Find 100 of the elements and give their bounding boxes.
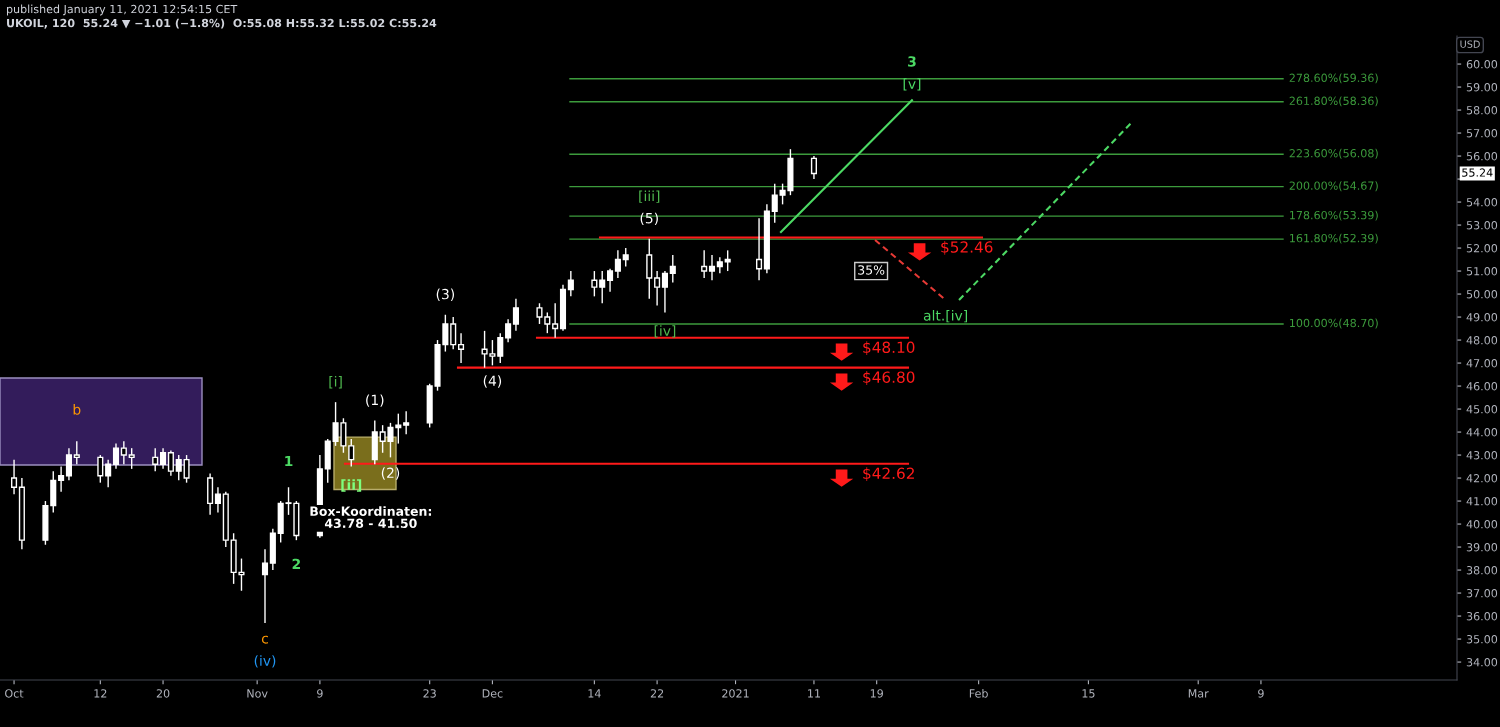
x-tick-label: 19 — [870, 689, 883, 698]
annotation: 3 — [908, 56, 916, 67]
candlestick — [771, 182, 778, 224]
annotation: [v] — [903, 78, 921, 91]
candlestick — [175, 454, 182, 482]
candlestick — [591, 270, 598, 298]
y-axis-title: USD — [1460, 40, 1480, 48]
x-tick-label: Dec — [482, 689, 503, 698]
y-tick-label: 35.00 — [1466, 635, 1498, 644]
y-tick-label: 36.00 — [1466, 612, 1498, 621]
candlestick — [756, 217, 763, 281]
annotation: alt.[iv] — [923, 309, 968, 323]
y-tick-label: 57.00 — [1466, 129, 1498, 138]
candlestick — [661, 270, 668, 314]
y-tick-label: 45.00 — [1466, 405, 1498, 414]
x-tick-label: 2021 — [722, 689, 749, 698]
ref-line-label: $46.80 — [863, 371, 915, 385]
candlestick — [622, 247, 629, 268]
candlestick — [65, 447, 72, 482]
candlestick — [567, 270, 574, 298]
ref-line-label: $42.62 — [863, 467, 914, 482]
candlestick — [128, 447, 135, 470]
candlestick — [261, 548, 269, 624]
y-tick-label: 52.00 — [1466, 244, 1498, 253]
candlestick — [403, 410, 410, 436]
y-tick-label: 41.00 — [1466, 497, 1498, 506]
candlestick — [97, 454, 104, 484]
x-tick-label: 22 — [650, 689, 664, 698]
y-tick-label: 59.00 — [1466, 83, 1498, 92]
candlestick — [505, 318, 512, 344]
ref-line-label: 100.00%(48.70) — [1290, 318, 1378, 329]
candlestick — [183, 454, 190, 484]
y-tick-label: 40.00 — [1466, 520, 1498, 529]
candlestick — [708, 254, 716, 281]
candlestick — [599, 270, 606, 304]
annotation: [i] — [329, 375, 342, 389]
annotation: 35% — [858, 265, 885, 275]
y-tick-label: 51.00 — [1466, 267, 1498, 276]
candlestick — [120, 440, 127, 465]
x-tick-label: 23 — [423, 689, 436, 698]
candlestick — [669, 254, 676, 284]
y-tick-label: 38.00 — [1466, 566, 1498, 575]
candlestick — [11, 458, 18, 495]
candlestick — [701, 249, 708, 279]
candlestick — [160, 447, 167, 470]
annotation: (5) — [640, 212, 658, 226]
ref-line-label: 278.60%(59.36) — [1289, 73, 1378, 84]
ref-line-label: $48.10 — [863, 341, 915, 356]
y-tick-label: 49.00 — [1466, 313, 1498, 322]
candlestick — [607, 268, 614, 293]
candlestick — [614, 249, 621, 279]
annotation: b — [73, 403, 81, 415]
candlestick — [167, 449, 174, 477]
annotation: (1) — [366, 394, 384, 407]
x-tick-label: Nov — [247, 689, 268, 698]
annotation: (4) — [483, 375, 502, 388]
annotation: (2) — [381, 467, 400, 480]
y-tick-label: 42.00 — [1466, 474, 1498, 483]
x-tick-label: 11 — [808, 689, 820, 698]
chart-subtitle: published January 11, 2021 12:54:15 CET — [7, 4, 238, 16]
y-tick-label: 37.00 — [1466, 589, 1498, 598]
candlestick — [458, 332, 465, 364]
candlestick — [112, 442, 120, 470]
candlestick — [58, 465, 65, 493]
x-tick-label: 15 — [1082, 689, 1095, 698]
y-tick-label: 56.00 — [1466, 152, 1498, 161]
y-tick-label: 48.00 — [1466, 336, 1498, 345]
y-tick-label: 43.00 — [1466, 451, 1498, 460]
candlestick — [646, 238, 653, 300]
candlestick — [512, 297, 519, 332]
x-tick-label: Feb — [969, 689, 988, 698]
candlestick — [810, 155, 817, 180]
annotation: (3) — [436, 288, 455, 301]
ref-line-label: 200.00%(54.67) — [1289, 181, 1378, 192]
candlestick — [73, 440, 80, 465]
annotation: 2 — [292, 558, 300, 569]
x-tick-label: Mar — [1188, 689, 1209, 698]
ref-line-label: $52.46 — [941, 240, 993, 255]
annotation: (iv) — [254, 655, 276, 668]
x-tick-label: 9 — [317, 689, 323, 698]
ref-line-label: 178.60%(53.39) — [1290, 210, 1378, 221]
x-tick-label: 9 — [1258, 689, 1264, 698]
ref-line-label: 261.80%(58.36) — [1289, 96, 1378, 107]
y-tick-label: 54.00 — [1466, 198, 1498, 207]
chart-title: UKOIL, 120 55.24 ▼ −1.01 (−1.8%) O:55.08 H:55.32 L:55.02 C:55.24 — [7, 18, 437, 29]
candlestick — [348, 438, 355, 468]
y-tick-label: 44.00 — [1466, 428, 1498, 437]
ref-line-label: 223.60%(56.08) — [1289, 148, 1378, 159]
x-tick-label: Oct — [5, 689, 24, 698]
text: 55.24 — [1462, 168, 1493, 177]
candlestick — [497, 332, 504, 364]
x-tick-label: 14 — [588, 689, 601, 698]
x-tick-label: 20 — [156, 689, 170, 698]
candlestick — [214, 486, 221, 514]
candlestick — [450, 316, 457, 350]
annotation: Box-Koordinaten: 43.78 - 41.50 — [310, 506, 432, 528]
annotation: c — [261, 635, 268, 644]
candlestick — [105, 458, 112, 488]
annotation: 1 — [285, 455, 293, 467]
y-tick-label: 58.00 — [1466, 106, 1498, 115]
